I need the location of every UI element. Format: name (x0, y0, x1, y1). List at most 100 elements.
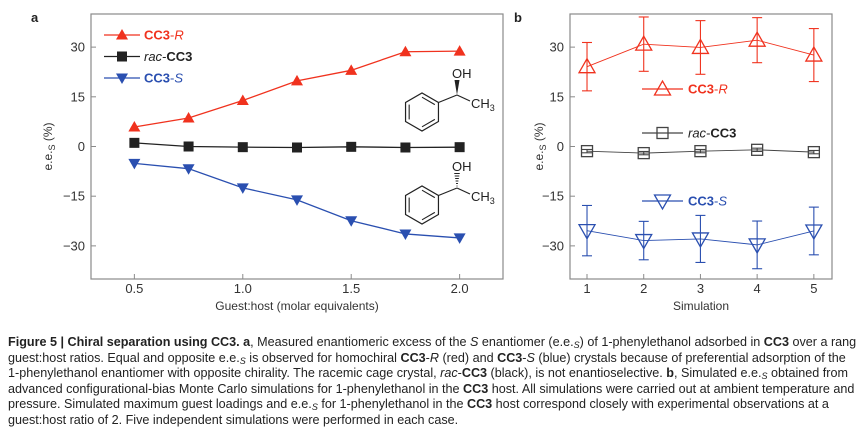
data-point (128, 120, 141, 132)
caption-text: is observed for homochiral (245, 350, 401, 365)
data-point (236, 183, 249, 194)
series-CC3-R (577, 16, 823, 92)
caption-text: S (573, 340, 580, 350)
caption-text: host correspond closely with experimenta… (492, 397, 829, 412)
data-point (577, 57, 597, 74)
data-point (399, 229, 412, 240)
caption-line: 1-phenylethanol enantiomer with opposite… (8, 366, 856, 382)
x-tick-label: 1.0 (234, 281, 252, 296)
data-point (637, 146, 650, 160)
caption-text: S (239, 355, 246, 366)
y-tick-label: 0 (557, 139, 564, 154)
error-bar (638, 150, 649, 156)
legend-entry: CC3-S (104, 71, 183, 86)
caption-text: Figure 5 | Chiral separation using CC3. … (8, 335, 251, 349)
caption-line: guest:host ratios. Equal and opposite e.… (8, 351, 856, 367)
caption-text: CC3 (466, 397, 493, 412)
legend-entry: rac-CC3 (642, 126, 736, 141)
error-bar (582, 41, 593, 92)
legend-entry: rac-CC3 (104, 49, 192, 64)
r-1-phenylethanol-structure: OH CH3 (404, 66, 495, 132)
y-tick-label: 30 (550, 40, 564, 55)
data-point (748, 238, 767, 255)
x-tick-label: 1.5 (342, 281, 360, 296)
x-axis-label: Guest:host (molar equivalents) (215, 299, 378, 313)
error-bar (582, 148, 593, 154)
legend-label: rac-CC3 (688, 126, 736, 141)
data-point (453, 45, 466, 56)
data-point (182, 164, 195, 175)
caption-text: CC3 (497, 350, 523, 365)
x-tick-label: 5 (810, 281, 817, 296)
error-bar (808, 28, 819, 83)
caption-text: , Measured enantiomeric excess of the (250, 335, 470, 349)
ch3-label: CH3 (471, 189, 495, 206)
caption-line: guest:host ratio of 2. Five independent … (8, 413, 856, 429)
data-point (400, 142, 411, 153)
y-tick-label: 0 (78, 139, 85, 154)
caption-text: ) of 1-phenylethanol adsorbed in (579, 335, 764, 349)
series-CC3-S (128, 158, 466, 244)
data-point (237, 142, 248, 153)
panel-label: b (514, 10, 522, 25)
caption-text: CC3 (463, 381, 489, 396)
data-point (399, 45, 412, 57)
caption-text: (red) and (438, 350, 498, 365)
y-axis-label: e.e.S (%) (41, 122, 57, 170)
panel-a: a 30 15 0 −15 −30 0.5 1.0 1.5 2.0 Guest:host (mola… (31, 10, 504, 313)
legend-marker (116, 73, 128, 84)
legend-entry: CC3-R (104, 28, 184, 43)
caption-text: - (425, 350, 430, 365)
y-tick-label: −30 (542, 238, 564, 253)
caption-text: CC3 (400, 350, 426, 365)
error-bar (695, 20, 706, 75)
data-point (577, 223, 597, 240)
x-tick-label: 4 (754, 281, 761, 296)
data-point (291, 195, 303, 206)
legend-entry: CC3-R (642, 79, 728, 97)
x-tick-label: 2.0 (451, 281, 469, 296)
error-bar (638, 16, 649, 72)
data-point (807, 145, 821, 159)
legend-marker (117, 51, 127, 62)
data-point (128, 158, 141, 170)
caption-text: (blue) crystals because of preferential … (534, 350, 846, 365)
caption-text: for 1-phenylethanol in the (317, 397, 467, 412)
caption-text: - (522, 350, 527, 365)
error-bar (582, 204, 593, 257)
legend-entry: CC3-S (642, 194, 727, 211)
data-point (750, 143, 764, 156)
caption-text: over a range of (792, 335, 856, 349)
legend-marker (116, 29, 128, 40)
y-tick-label: −15 (542, 189, 564, 204)
caption-line: advanced configurational-bias Monte Carl… (8, 382, 856, 398)
caption-text: - (457, 366, 462, 381)
data-point (634, 34, 653, 51)
ch3-label: CH3 (471, 96, 495, 113)
error-bar (752, 17, 763, 64)
caption-line: Figure 5 | Chiral separation using CC3. … (8, 335, 856, 351)
data-point (182, 112, 195, 123)
caption-text: rac (440, 366, 458, 381)
error-bar (808, 149, 819, 155)
caption-text: S (469, 335, 479, 349)
caption-text: host. All simulations were carried out a… (488, 381, 855, 396)
data-point (748, 30, 767, 47)
data-point (691, 38, 710, 55)
error-bar (695, 148, 706, 154)
data-point (291, 74, 303, 86)
y-tick-label: −15 (63, 189, 85, 204)
caption-text: CC3 (763, 335, 789, 349)
data-point (345, 216, 358, 227)
data-point (694, 144, 707, 158)
series-CC3-S (577, 204, 823, 270)
data-point (236, 94, 249, 105)
data-point (454, 142, 465, 153)
error-bar (752, 220, 763, 270)
figure-caption: Figure 5 | Chiral separation using CC3. … (8, 335, 856, 429)
data-point (580, 144, 594, 158)
data-point (634, 233, 653, 250)
caption-text: R (429, 350, 439, 365)
caption-text: 1-phenylethanol enantiomer with opposite… (8, 366, 441, 381)
